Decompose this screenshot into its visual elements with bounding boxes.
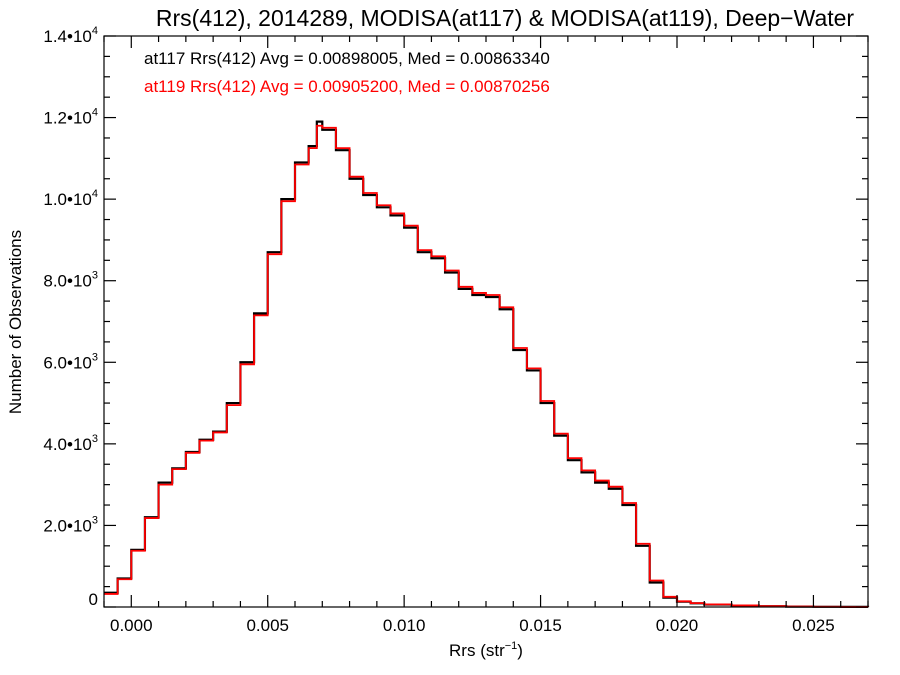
y-tick-label: 8.0•103: [43, 270, 98, 291]
chart-title: Rrs(412), 2014289, MODISA(at117) & MODIS…: [156, 5, 855, 31]
ticks-layer: 0.000 0.005 0.010 0.015 0.020 0.025 0 2.0•103 4.…: [43, 25, 869, 635]
x-axis-label: Rrs (str−1): [449, 640, 523, 660]
legend-entry-at119: at119 Rrs(412) Avg = 0.00905200, Med = 0…: [144, 77, 550, 96]
x-tick-label: 0.010: [383, 616, 426, 635]
x-tick-label: 0.005: [246, 616, 289, 635]
x-axis-label-main: Rrs (str: [449, 641, 505, 660]
x-axis-label-close: ): [517, 641, 523, 660]
x-tick-label: 0.020: [656, 616, 699, 635]
legend-entry-at117: at117 Rrs(412) Avg = 0.00898005, Med = 0…: [144, 49, 550, 68]
series-layer: [104, 120, 870, 608]
y-tick-label: 6.0•103: [43, 351, 98, 372]
y-axis-label: Number of Observations: [6, 230, 25, 414]
x-axis-label-exponent: −1: [505, 640, 518, 652]
series-line-0: [104, 120, 870, 608]
x-tick-label: 0.025: [792, 616, 835, 635]
y-tick-label: 1.2•104: [43, 107, 98, 128]
series-line-1: [104, 124, 869, 608]
y-tick-label: 0: [89, 590, 98, 609]
x-tick-label: 0.015: [519, 616, 562, 635]
plot-frame: [103, 35, 869, 608]
x-tick-label: 0.000: [110, 616, 153, 635]
y-tick-label: 2.0•103: [43, 514, 98, 535]
y-tick-label: 4.0•103: [43, 433, 98, 454]
y-tick-label: 1.0•104: [43, 188, 98, 209]
y-tick-label: 1.4•104: [43, 25, 98, 46]
